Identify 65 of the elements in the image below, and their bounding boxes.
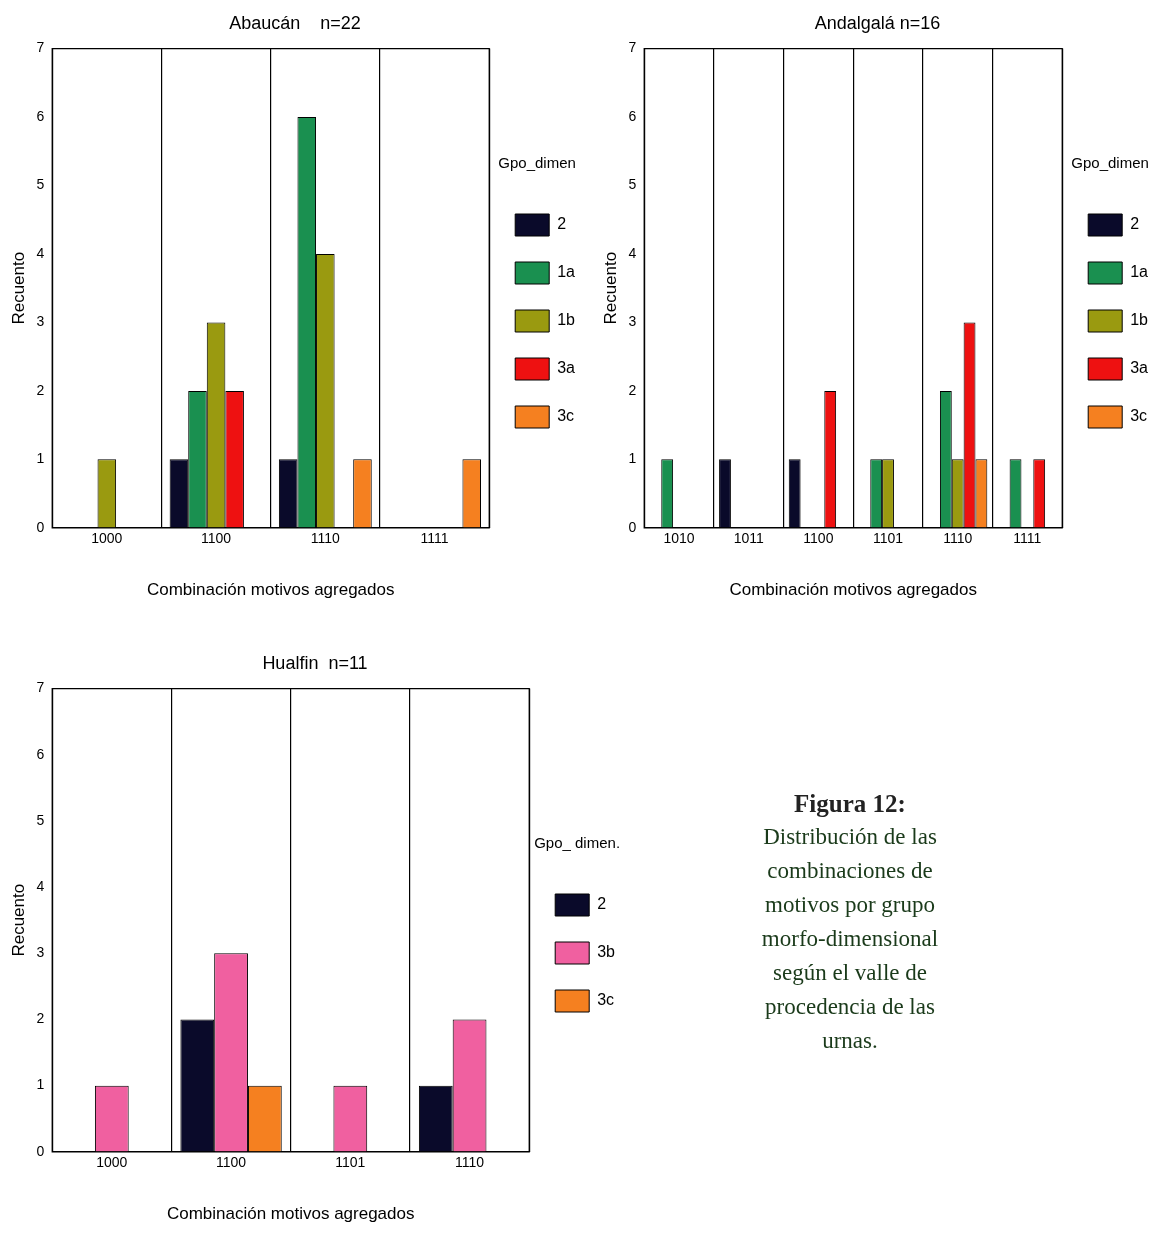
legend-label: 1a bbox=[1130, 263, 1149, 281]
y-tick-label: 3 bbox=[36, 944, 45, 961]
y-axis-title: Recuento bbox=[600, 251, 620, 325]
y-tick-label: 3 bbox=[628, 313, 637, 330]
legend-label: 2 bbox=[557, 215, 567, 233]
x-axis-title: Combinación motivos agregados bbox=[146, 580, 395, 600]
legend-label: 1b bbox=[1130, 311, 1149, 329]
x-tick-label: 1100 bbox=[216, 1154, 247, 1171]
y-tick-label: 7 bbox=[628, 39, 637, 56]
text: Figura 12: bbox=[793, 790, 907, 818]
y-tick-label: 6 bbox=[36, 107, 45, 124]
y-tick-label: 6 bbox=[628, 107, 637, 124]
legend-title: Gpo_dimen bbox=[498, 153, 576, 171]
y-axis-title: Recuento bbox=[8, 883, 28, 957]
legend-label: 1b bbox=[557, 311, 576, 329]
y-tick-label: 4 bbox=[628, 244, 637, 261]
y-tick-label: 1 bbox=[36, 450, 45, 467]
legend-label: 2 bbox=[1130, 215, 1140, 233]
legend-title: Gpo_dimen bbox=[1071, 153, 1149, 171]
x-tick-label: 1101 bbox=[872, 530, 904, 547]
y-tick-label: 2 bbox=[36, 381, 45, 398]
x-tick-label: 1111 bbox=[1013, 530, 1042, 547]
x-tick-label: 1011 bbox=[733, 530, 764, 547]
y-tick-label: 0 bbox=[628, 518, 637, 535]
x-axis-title: Combinación motivos agregados bbox=[166, 1204, 415, 1224]
y-tick-label: 1 bbox=[628, 450, 637, 467]
y-tick-label: 7 bbox=[36, 679, 45, 696]
y-tick-label: 4 bbox=[36, 877, 45, 894]
legend-label: 3c bbox=[1130, 407, 1148, 425]
x-axis-title: Combinación motivos agregados bbox=[729, 580, 977, 600]
legend-title: Gpo_ dimen. bbox=[534, 833, 621, 851]
x-tick-label: 1101 bbox=[335, 1154, 366, 1171]
legend-label: 3a bbox=[557, 359, 576, 377]
y-tick-label: 4 bbox=[36, 244, 45, 261]
x-tick-label: 1000 bbox=[96, 1154, 128, 1171]
x-tick-label: 1000 bbox=[91, 530, 123, 547]
y-tick-label: 5 bbox=[628, 176, 637, 193]
y-tick-label: 2 bbox=[628, 381, 637, 398]
x-tick-label: 1111 bbox=[420, 530, 449, 547]
legend-label: 3c bbox=[597, 991, 615, 1009]
chart-title: Abaucán n=22 bbox=[229, 12, 361, 33]
x-tick-label: 1010 bbox=[663, 530, 695, 547]
legend-label: 1a bbox=[557, 263, 576, 281]
x-tick-label: 1100 bbox=[803, 530, 834, 547]
legend-label: 3c bbox=[557, 407, 575, 425]
x-tick-label: 1110 bbox=[943, 530, 973, 547]
chart-title: Andalgalá n=16 bbox=[814, 12, 941, 33]
y-tick-label: 2 bbox=[36, 1010, 45, 1027]
y-tick-label: 3 bbox=[36, 313, 45, 330]
text: Distribución de las combinaciones de motivos por grupo morfo-dimensional según el valle de procedencia de las urnas. bbox=[760, 823, 940, 1055]
y-tick-label: 5 bbox=[36, 176, 45, 193]
legend-label: 3b bbox=[597, 943, 616, 961]
chart-title: Hualfin n=11 bbox=[262, 652, 368, 673]
x-tick-label: 1100 bbox=[201, 530, 232, 547]
y-tick-label: 6 bbox=[36, 745, 45, 762]
y-axis-title: Recuento bbox=[8, 251, 28, 325]
y-tick-label: 7 bbox=[36, 39, 45, 56]
legend-label: 3a bbox=[1130, 359, 1149, 377]
y-tick-label: 0 bbox=[36, 518, 45, 535]
y-tick-label: 5 bbox=[36, 811, 45, 828]
legend-label: 2 bbox=[597, 895, 607, 913]
y-tick-label: 1 bbox=[36, 1076, 45, 1093]
x-tick-label: 1110 bbox=[310, 530, 341, 547]
y-tick-label: 0 bbox=[36, 1142, 45, 1159]
x-tick-label: 1110 bbox=[455, 1154, 485, 1171]
